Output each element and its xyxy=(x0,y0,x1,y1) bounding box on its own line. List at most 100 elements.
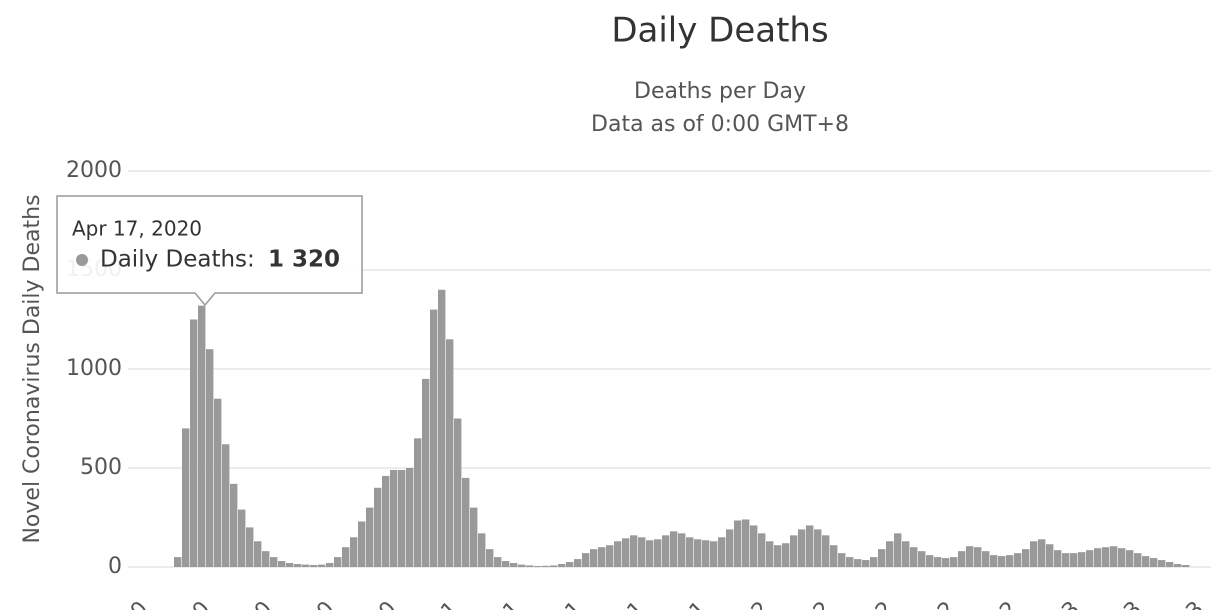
bar xyxy=(774,545,782,567)
tooltip-box xyxy=(56,195,363,307)
x-tick-label: 22 xyxy=(799,597,836,610)
x-tick-label: 23 xyxy=(1048,597,1085,610)
bar xyxy=(318,564,326,567)
bar xyxy=(838,553,846,567)
bar xyxy=(294,564,302,567)
bar xyxy=(798,529,806,567)
bar xyxy=(222,444,230,567)
x-tick-label: 20 xyxy=(240,597,277,610)
x-tick-label: 20 xyxy=(302,597,339,610)
bar xyxy=(1150,558,1158,567)
bar xyxy=(1062,553,1070,567)
tooltip-series: Daily Deaths: xyxy=(100,247,255,273)
bar xyxy=(1110,546,1118,567)
bar xyxy=(742,519,750,567)
y-axis-label: Novel Coronavirus Daily Deaths xyxy=(20,194,45,543)
bar xyxy=(270,557,278,567)
bar xyxy=(462,477,470,567)
bar xyxy=(566,562,574,567)
bar xyxy=(814,529,822,567)
bar xyxy=(334,557,342,567)
bar xyxy=(614,541,622,567)
bar xyxy=(1118,548,1126,567)
x-tick-label: 22 xyxy=(737,597,774,610)
bar xyxy=(990,555,998,567)
bar xyxy=(494,557,502,567)
chart-subtitle: Data as of 0:00 GMT+8 xyxy=(591,112,849,137)
bar xyxy=(1006,555,1014,567)
bar xyxy=(782,543,790,567)
x-tick-label: 23 xyxy=(1172,597,1209,610)
bar xyxy=(654,539,662,567)
x-tick-label: 21 xyxy=(675,597,712,610)
tooltip: Apr 17, 2020 Daily Deaths: 1 320 xyxy=(56,195,363,307)
bar xyxy=(534,566,542,567)
bar xyxy=(342,547,350,567)
bar xyxy=(702,540,710,567)
bar xyxy=(758,533,766,567)
bar xyxy=(550,565,558,567)
bar xyxy=(286,563,294,567)
bar xyxy=(1086,550,1094,567)
bar xyxy=(174,557,182,567)
bar xyxy=(1134,553,1142,567)
bar xyxy=(438,289,446,567)
x-tick-label: 21 xyxy=(613,597,650,610)
bar xyxy=(1142,556,1150,567)
bar xyxy=(822,535,830,567)
bar xyxy=(542,565,550,567)
bar xyxy=(502,561,510,567)
bar xyxy=(982,551,990,567)
bar xyxy=(750,525,758,567)
bar xyxy=(854,559,862,567)
bar xyxy=(606,545,614,567)
bar xyxy=(790,535,798,567)
bar xyxy=(302,564,310,567)
bar xyxy=(902,541,910,567)
bar xyxy=(910,547,918,567)
bar xyxy=(198,305,206,567)
chart-title: Daily Deaths xyxy=(611,11,828,51)
bar xyxy=(518,564,526,567)
bar xyxy=(1174,564,1182,567)
bar xyxy=(350,537,358,567)
x-tick-label: 23 xyxy=(1110,597,1147,610)
bar xyxy=(470,507,478,567)
bar xyxy=(246,527,254,567)
bar xyxy=(830,545,838,567)
y-tick-label: 1000 xyxy=(66,356,122,381)
x-tick-label: 21 xyxy=(551,597,588,610)
bar xyxy=(454,418,462,567)
bar xyxy=(1182,565,1190,567)
bar xyxy=(846,557,854,567)
bar xyxy=(326,563,334,567)
bar xyxy=(398,469,406,567)
bar xyxy=(942,558,950,567)
bar xyxy=(582,553,590,567)
bar xyxy=(1126,550,1134,567)
bar xyxy=(1102,547,1110,567)
bar xyxy=(998,556,1006,567)
bar xyxy=(478,533,486,567)
x-tick-label: 22 xyxy=(923,597,960,610)
bar xyxy=(238,509,246,567)
bar xyxy=(1030,541,1038,567)
bar xyxy=(558,564,566,567)
bar xyxy=(1038,539,1046,567)
bar xyxy=(262,551,270,567)
y-tick-label: 2000 xyxy=(66,158,122,183)
bar xyxy=(486,549,494,567)
bar xyxy=(422,378,430,567)
bar xyxy=(766,541,774,567)
tooltip-dot xyxy=(76,254,88,266)
bar xyxy=(366,507,374,567)
y-tick-label: 500 xyxy=(80,455,122,480)
chart-subtitle: Deaths per Day xyxy=(634,79,806,104)
bar xyxy=(190,319,198,567)
bar xyxy=(662,535,670,567)
bar xyxy=(622,538,630,567)
bar xyxy=(510,563,518,567)
bar xyxy=(894,533,902,567)
bar xyxy=(406,468,414,567)
bar xyxy=(710,541,718,567)
